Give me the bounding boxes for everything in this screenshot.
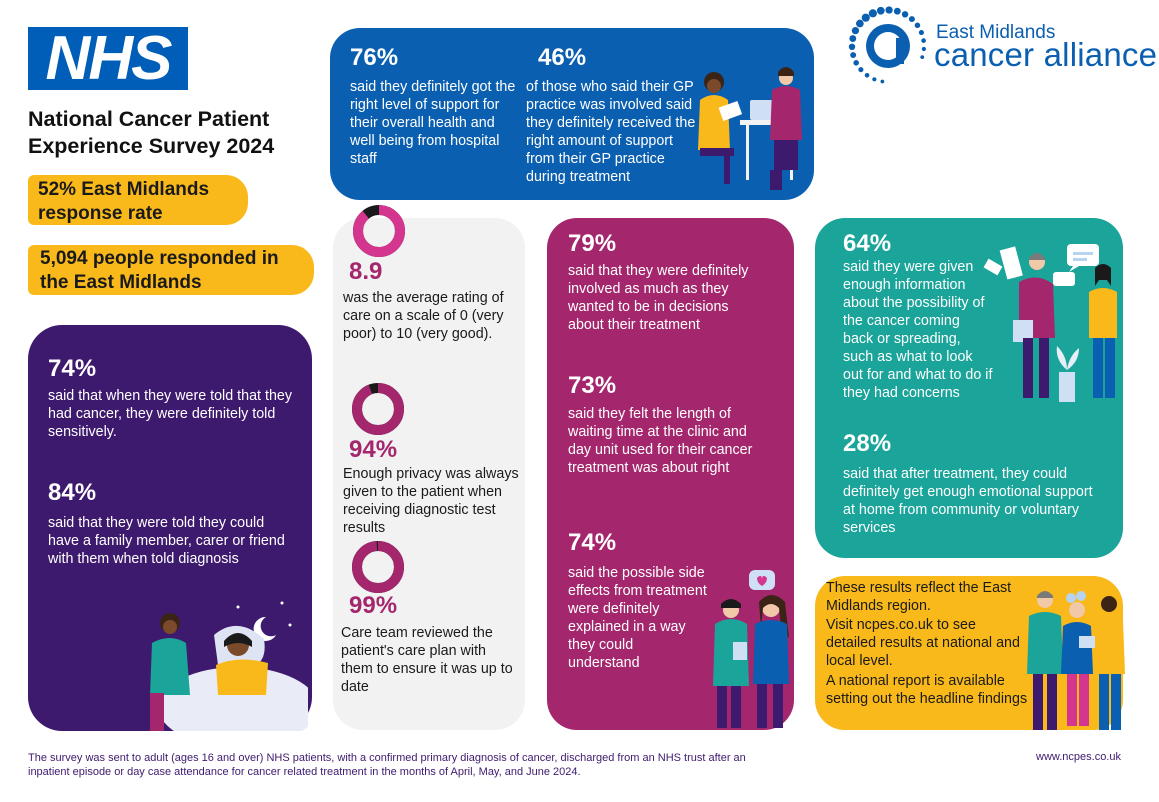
stat-text: said the possible side effects from trea… <box>568 565 707 671</box>
grey-stat-card: 8.9 was the average rating of care on a … <box>333 205 525 730</box>
stat-value: 94% <box>349 436 398 463</box>
stat-value: 74% <box>568 529 617 556</box>
stat-value: 73% <box>568 372 617 399</box>
stat-value: 84% <box>48 479 97 506</box>
stat-text: of those who said their GP practice was … <box>526 79 696 185</box>
logo-dot <box>868 9 877 18</box>
logo-dot <box>920 55 925 60</box>
logo-dot <box>921 46 926 52</box>
brand-name-line1: East Midlands <box>936 22 1056 43</box>
stat-value: 28% <box>843 430 892 457</box>
logo-dot <box>850 52 857 59</box>
logo-dot <box>855 19 864 28</box>
stat-value: 74% <box>48 355 97 382</box>
bedside-illustration <box>150 601 308 731</box>
stat-text: said they were given enough information … <box>843 259 993 401</box>
purple-stat-card: 74% said that when they were told that t… <box>28 325 312 731</box>
logo-dot <box>885 6 893 14</box>
info-text-website: Visit ncpes.co.uk to see detailed result… <box>826 617 1020 669</box>
stat-value: 46% <box>538 44 587 71</box>
logo-dot <box>893 7 901 15</box>
survey-methodology-note: The survey was sent to adult (ages 16 an… <box>28 752 746 778</box>
logo-dot <box>848 43 856 51</box>
stat-text: Care team reviewed the patient's care pl… <box>341 625 513 695</box>
teal-stat-card: 64% said they were given enough informat… <box>815 218 1123 558</box>
cancer-alliance-logo-icon <box>848 6 926 84</box>
stat-text: said that they were told they could have… <box>48 515 285 567</box>
stat-value: 64% <box>843 230 892 257</box>
logo-dot <box>864 72 870 78</box>
stat-text: Enough privacy was always given to the p… <box>343 466 519 536</box>
nhs-logo: NHS <box>28 27 188 90</box>
stat-text: said that after treatment, they could de… <box>843 466 1093 536</box>
stat-text: said they felt the length of waiting tim… <box>568 406 753 476</box>
logo-dot <box>921 38 926 43</box>
stat-value: 79% <box>568 230 617 257</box>
blue-stat-card: 76% said they definitely got the right l… <box>330 28 814 200</box>
gp-consultation-illustration <box>698 67 802 190</box>
logo-dot <box>908 16 915 23</box>
logo-dot <box>858 67 864 73</box>
brand-name-line2: cancer alliance <box>934 36 1158 73</box>
stat-text: said that when they were told that they … <box>48 388 292 440</box>
logo-dot <box>849 35 857 42</box>
page-title: National Cancer Patient Experience Surve… <box>28 107 275 158</box>
logo-dot <box>880 79 885 84</box>
logo-dot <box>861 13 870 22</box>
logo-dot <box>918 30 924 36</box>
info-text-report: A national report is available setting o… <box>826 673 1028 707</box>
info-text-region: These results reflect the East Midlands … <box>826 580 1012 614</box>
stat-value: 76% <box>350 44 399 71</box>
logo-dot <box>853 60 859 66</box>
logo-dot <box>851 26 860 35</box>
privacy-donut-chart <box>352 383 404 435</box>
stat-text: said they definitely got the right level… <box>350 79 516 167</box>
rating-donut-chart <box>353 205 405 257</box>
stat-value: 8.9 <box>349 258 383 285</box>
logo-dot <box>901 11 909 18</box>
stat-text: said that they were definitely involved … <box>568 263 749 333</box>
logo-dot <box>876 6 885 15</box>
ncpes-website-link[interactable]: www.ncpes.co.uk <box>1036 751 1121 763</box>
care-plan-donut-chart <box>352 541 404 593</box>
yellow-info-card: These results reflect the East Midlands … <box>815 576 1125 730</box>
nurse-patient-illustration <box>713 570 789 728</box>
logo-dot <box>872 77 877 82</box>
responded-count-badge: 5,094 people responded in the East Midla… <box>28 245 314 295</box>
stat-text: was the average rating of care on a scal… <box>343 290 504 342</box>
logo-dot <box>914 22 921 29</box>
stat-value: 99% <box>349 592 398 619</box>
group-of-people-illustration <box>1027 591 1125 730</box>
magenta-stat-card: 79% said that they were definitely invol… <box>547 218 794 730</box>
response-rate-badge: 52% East Midlands response rate <box>28 175 248 225</box>
information-illustration <box>983 244 1117 402</box>
